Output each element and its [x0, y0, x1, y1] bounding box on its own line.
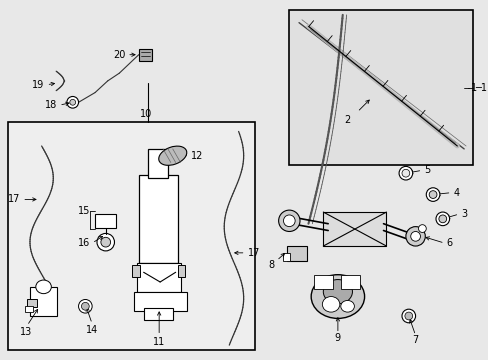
Ellipse shape: [97, 233, 114, 251]
Ellipse shape: [405, 227, 425, 246]
Text: 14: 14: [86, 325, 98, 334]
Ellipse shape: [81, 302, 89, 310]
Ellipse shape: [401, 309, 415, 323]
Ellipse shape: [410, 231, 420, 241]
Bar: [27, 300, 37, 307]
Text: 5: 5: [424, 165, 430, 175]
Ellipse shape: [428, 191, 436, 198]
Text: 18: 18: [45, 100, 57, 110]
Text: 4: 4: [452, 188, 459, 198]
Bar: [134, 292, 187, 311]
Bar: [137, 262, 180, 292]
Ellipse shape: [438, 215, 446, 223]
Text: 6: 6: [446, 238, 452, 248]
Bar: [323, 212, 386, 246]
Text: 20: 20: [113, 50, 125, 60]
Bar: [30, 287, 57, 316]
Ellipse shape: [36, 280, 51, 294]
Bar: [282, 253, 290, 261]
Text: 7: 7: [411, 335, 418, 345]
Text: 11: 11: [153, 337, 165, 347]
Bar: [340, 275, 360, 289]
Text: 1: 1: [470, 83, 476, 93]
Bar: [132, 265, 140, 277]
Ellipse shape: [398, 166, 412, 180]
Text: 13: 13: [20, 327, 32, 337]
Text: 19: 19: [32, 80, 44, 90]
Ellipse shape: [67, 96, 79, 108]
Text: 17: 17: [8, 194, 20, 204]
Text: 2: 2: [344, 115, 350, 125]
Bar: [139, 175, 177, 262]
Ellipse shape: [79, 300, 92, 313]
Ellipse shape: [404, 312, 412, 320]
Text: 3: 3: [460, 209, 467, 219]
Bar: [139, 49, 152, 60]
Ellipse shape: [340, 301, 354, 312]
Bar: [313, 275, 332, 289]
Bar: [177, 265, 185, 277]
Ellipse shape: [101, 237, 110, 247]
Bar: [289, 10, 472, 166]
Ellipse shape: [322, 297, 339, 312]
Text: 12: 12: [191, 151, 203, 161]
Ellipse shape: [159, 146, 186, 165]
Ellipse shape: [323, 280, 352, 304]
Text: 17: 17: [247, 248, 260, 258]
Bar: [148, 149, 167, 178]
Ellipse shape: [70, 99, 76, 105]
Text: 8: 8: [268, 261, 274, 270]
Bar: [287, 246, 306, 261]
Ellipse shape: [283, 215, 295, 227]
Text: 16: 16: [78, 238, 90, 248]
Bar: [95, 214, 116, 228]
Ellipse shape: [401, 169, 409, 177]
Ellipse shape: [426, 188, 439, 201]
Ellipse shape: [278, 210, 300, 231]
Text: 15: 15: [78, 206, 90, 216]
Bar: [143, 308, 172, 320]
Text: ─1: ─1: [474, 83, 486, 93]
Bar: [8, 122, 255, 350]
Text: 9: 9: [334, 333, 340, 343]
Ellipse shape: [418, 225, 426, 233]
Ellipse shape: [435, 212, 448, 226]
Bar: [25, 306, 33, 312]
Ellipse shape: [310, 275, 364, 318]
Text: 10: 10: [140, 109, 152, 119]
